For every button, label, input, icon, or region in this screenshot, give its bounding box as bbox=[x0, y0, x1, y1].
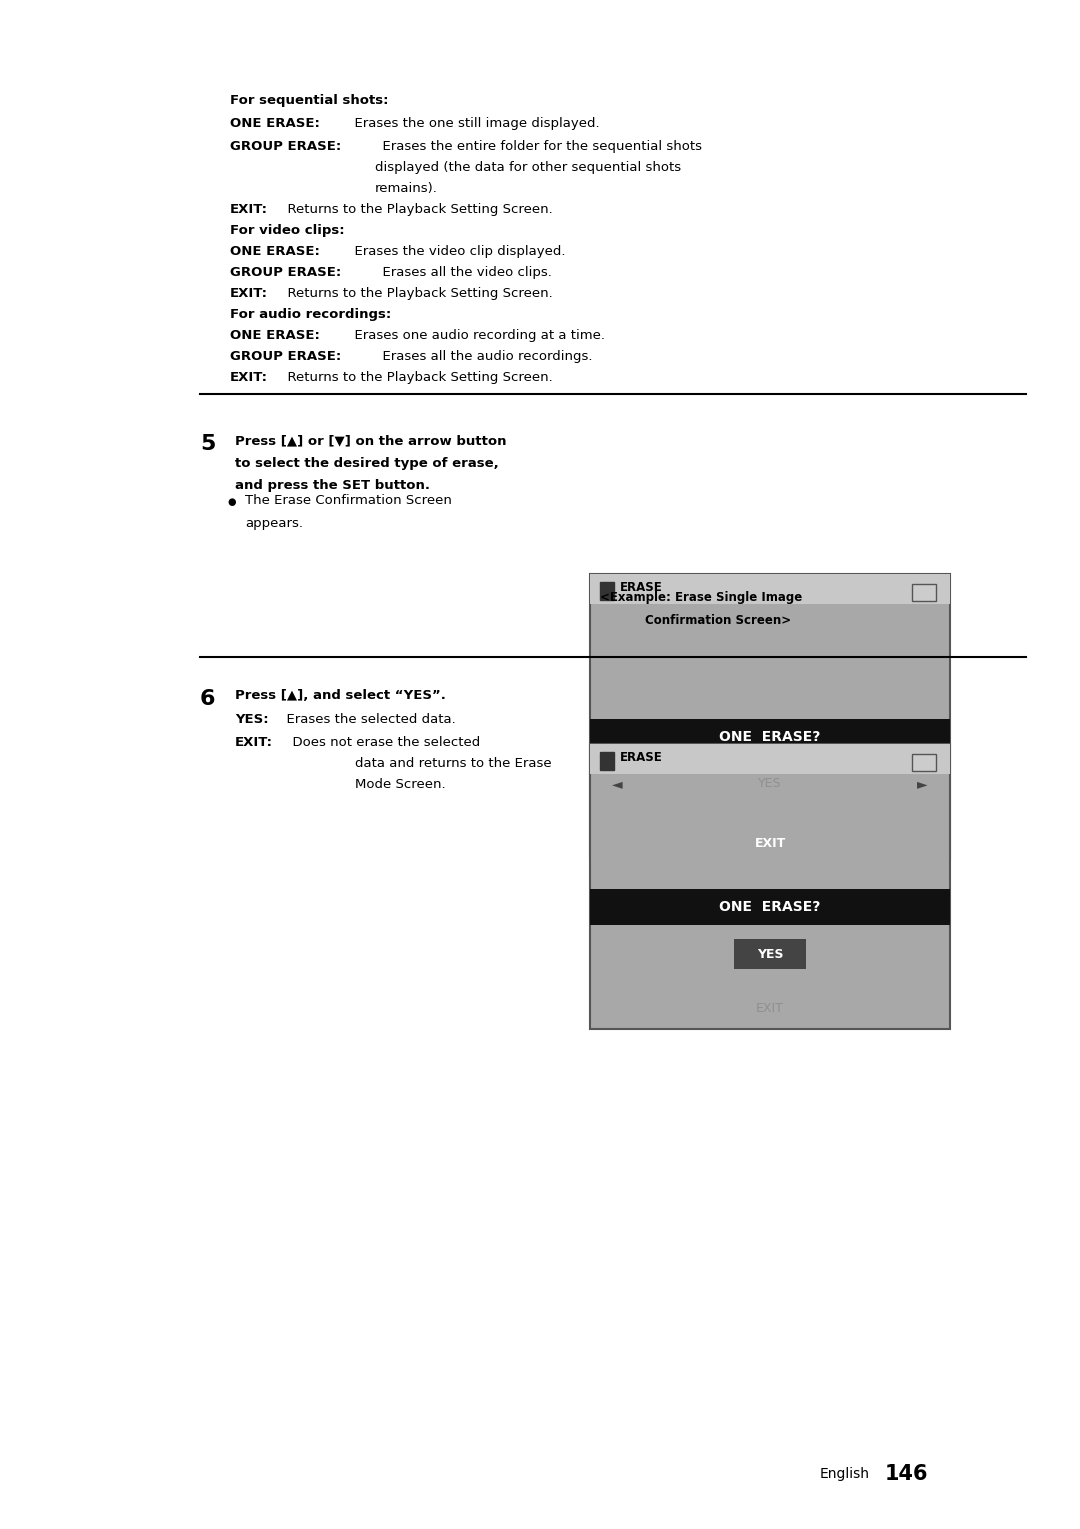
Text: EXIT: EXIT bbox=[754, 838, 785, 850]
Text: Returns to the Playback Setting Screen.: Returns to the Playback Setting Screen. bbox=[279, 287, 553, 300]
Text: Erases the selected data.: Erases the selected data. bbox=[279, 713, 456, 726]
Text: ERASE: ERASE bbox=[620, 751, 663, 764]
Text: GROUP ERASE:: GROUP ERASE: bbox=[230, 350, 341, 362]
Text: Erases one audio recording at a time.: Erases one audio recording at a time. bbox=[346, 329, 605, 342]
Text: EXIT:: EXIT: bbox=[230, 372, 268, 384]
Bar bbox=[590, 745, 950, 1029]
Bar bbox=[734, 939, 806, 969]
Text: Erases all the video clips.: Erases all the video clips. bbox=[374, 266, 552, 278]
Text: data and returns to the Erase: data and returns to the Erase bbox=[355, 757, 552, 771]
Text: YES:: YES: bbox=[235, 713, 269, 726]
Text: ONE  ERASE?: ONE ERASE? bbox=[719, 729, 821, 745]
Bar bbox=[590, 745, 950, 774]
Text: and press the SET button.: and press the SET button. bbox=[235, 479, 430, 492]
Text: Confirmation Screen>: Confirmation Screen> bbox=[645, 615, 792, 627]
Text: Press [▲] or [▼] on the arrow button: Press [▲] or [▼] on the arrow button bbox=[235, 434, 507, 446]
Text: remains).: remains). bbox=[375, 182, 437, 196]
Text: For video clips:: For video clips: bbox=[230, 225, 345, 237]
Text: For audio recordings:: For audio recordings: bbox=[230, 307, 391, 321]
Text: ONE ERASE:: ONE ERASE: bbox=[230, 245, 320, 258]
Bar bbox=[590, 888, 950, 925]
Bar bbox=[691, 829, 849, 859]
Bar bbox=[600, 583, 615, 599]
Text: appears.: appears. bbox=[245, 517, 303, 529]
Text: Press [▲], and select “YES”.: Press [▲], and select “YES”. bbox=[235, 690, 446, 702]
Text: ●: ● bbox=[227, 497, 235, 508]
Text: ◄: ◄ bbox=[612, 777, 623, 790]
Text: to select the desired type of erase,: to select the desired type of erase, bbox=[235, 457, 499, 469]
Text: GROUP ERASE:: GROUP ERASE: bbox=[230, 141, 341, 153]
Text: ONE ERASE:: ONE ERASE: bbox=[230, 118, 320, 130]
Text: 5: 5 bbox=[200, 434, 215, 454]
Text: 6: 6 bbox=[200, 690, 216, 709]
Bar bbox=[590, 573, 950, 859]
Text: EXIT: EXIT bbox=[756, 1003, 784, 1015]
Bar bbox=[590, 719, 950, 755]
Text: The Erase Confirmation Screen: The Erase Confirmation Screen bbox=[245, 494, 451, 508]
Bar bbox=[912, 584, 936, 601]
Text: <Example: Erase Single Image: <Example: Erase Single Image bbox=[600, 592, 802, 604]
Bar bbox=[600, 752, 615, 771]
Text: Erases the entire folder for the sequential shots: Erases the entire folder for the sequent… bbox=[374, 141, 702, 153]
Text: EXIT:: EXIT: bbox=[230, 203, 268, 216]
Text: ONE ERASE:: ONE ERASE: bbox=[230, 329, 320, 342]
Bar bbox=[912, 754, 936, 771]
Text: Mode Screen.: Mode Screen. bbox=[355, 778, 446, 790]
Text: YES: YES bbox=[757, 948, 783, 960]
Text: EXIT:: EXIT: bbox=[235, 735, 273, 749]
Text: GROUP ERASE:: GROUP ERASE: bbox=[230, 266, 341, 278]
Text: For sequential shots:: For sequential shots: bbox=[230, 93, 389, 107]
Text: English: English bbox=[820, 1466, 870, 1482]
Text: Erases the one still image displayed.: Erases the one still image displayed. bbox=[346, 118, 599, 130]
Text: Returns to the Playback Setting Screen.: Returns to the Playback Setting Screen. bbox=[279, 372, 553, 384]
Text: ERASE: ERASE bbox=[620, 581, 663, 593]
Text: EXIT:: EXIT: bbox=[230, 287, 268, 300]
Text: Erases the video clip displayed.: Erases the video clip displayed. bbox=[346, 245, 566, 258]
Text: Returns to the Playback Setting Screen.: Returns to the Playback Setting Screen. bbox=[279, 203, 553, 216]
Text: ONE  ERASE?: ONE ERASE? bbox=[719, 901, 821, 914]
Text: 146: 146 bbox=[885, 1463, 929, 1485]
Bar bbox=[590, 573, 950, 604]
Text: YES: YES bbox=[758, 778, 782, 790]
Text: displayed (the data for other sequential shots: displayed (the data for other sequential… bbox=[375, 161, 681, 174]
Text: Erases all the audio recordings.: Erases all the audio recordings. bbox=[374, 350, 592, 362]
Text: Does not erase the selected: Does not erase the selected bbox=[284, 735, 481, 749]
Text: ►: ► bbox=[917, 777, 928, 790]
